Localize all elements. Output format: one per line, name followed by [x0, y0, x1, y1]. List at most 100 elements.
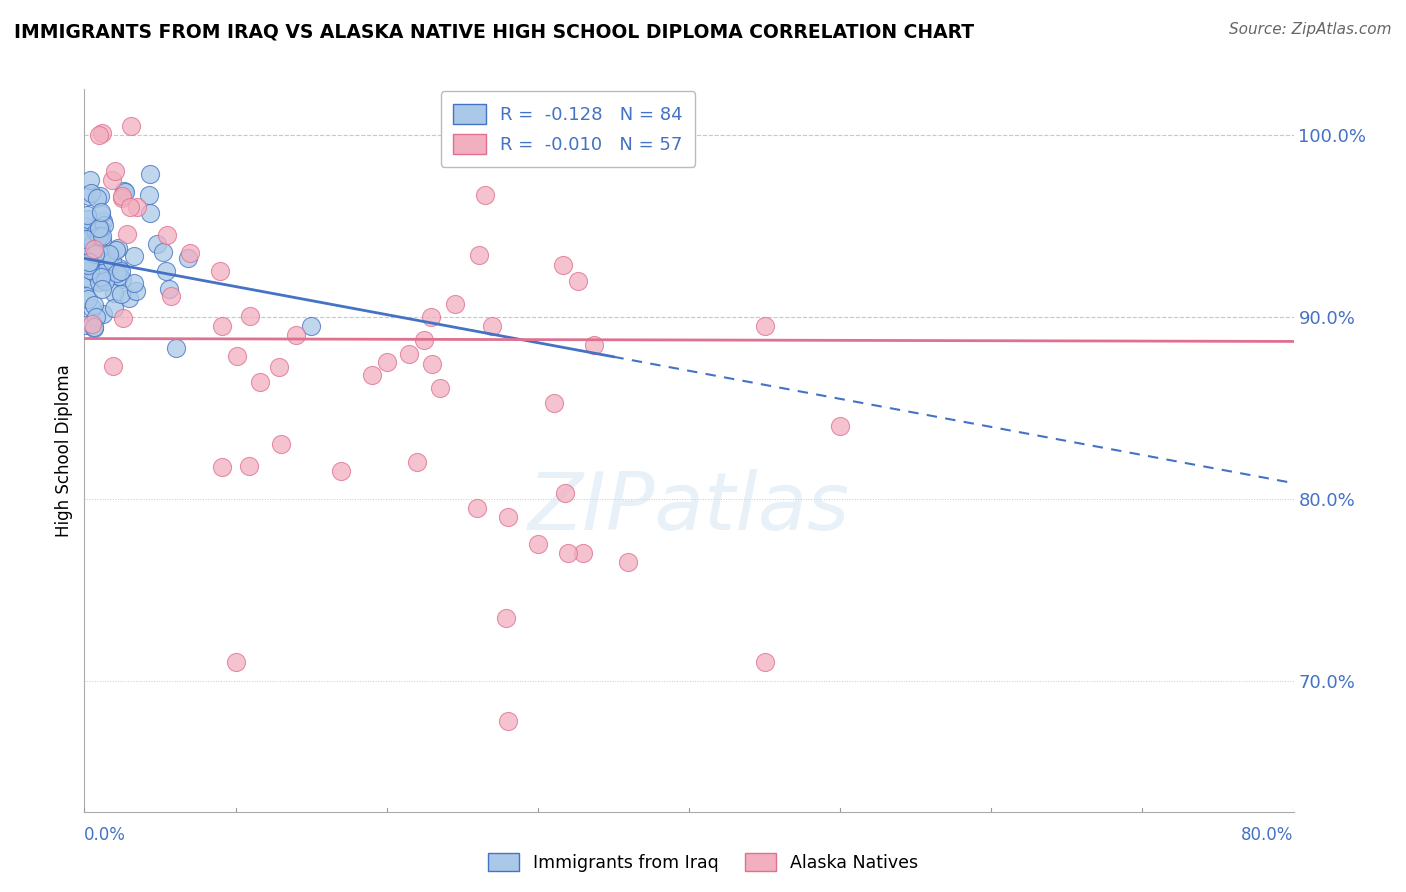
Point: [79, 173, 101, 187]
Point: [117, 227, 139, 241]
Point: [330, 464, 353, 478]
Point: [112, 185, 135, 199]
Text: Source: ZipAtlas.com: Source: ZipAtlas.com: [1229, 22, 1392, 37]
Point: [269, 359, 291, 374]
Point: [103, 301, 125, 315]
Point: [617, 555, 640, 569]
Point: [155, 264, 177, 278]
Point: [474, 188, 496, 202]
Point: [86, 191, 108, 205]
Point: [93, 274, 115, 288]
Point: [90, 248, 112, 262]
Point: [77, 189, 100, 203]
Legend: Immigrants from Iraq, Alaska Natives: Immigrants from Iraq, Alaska Natives: [481, 847, 925, 879]
Point: [91, 126, 114, 140]
Point: [75, 318, 97, 332]
Point: [79, 231, 101, 245]
Point: [110, 263, 132, 277]
Point: [118, 201, 141, 215]
Point: [80, 317, 103, 331]
Point: [90, 205, 112, 219]
Text: 0.0%: 0.0%: [84, 826, 127, 845]
Point: [100, 254, 122, 268]
Point: [91, 257, 114, 271]
Point: [249, 375, 271, 389]
Point: [211, 318, 233, 333]
Point: [138, 167, 160, 181]
Point: [104, 164, 127, 178]
Point: [90, 222, 112, 236]
Point: [83, 266, 105, 280]
Point: [100, 173, 122, 187]
Point: [398, 347, 420, 361]
Point: [90, 269, 112, 284]
Point: [111, 188, 134, 202]
Point: [495, 611, 517, 625]
Point: [156, 227, 179, 242]
Point: [114, 185, 136, 199]
Point: [90, 229, 112, 244]
Point: [97, 247, 120, 261]
Point: [139, 206, 162, 220]
Point: [77, 292, 100, 306]
Point: [90, 234, 112, 248]
Point: [82, 235, 104, 250]
Point: [91, 272, 114, 286]
Point: [79, 254, 101, 268]
Point: [79, 262, 101, 277]
Point: [543, 396, 565, 410]
Point: [89, 244, 111, 258]
Point: [468, 248, 491, 262]
Point: [112, 310, 135, 325]
Point: [179, 246, 201, 260]
Point: [94, 252, 117, 267]
Point: [209, 264, 232, 278]
Point: [86, 241, 108, 255]
Point: [152, 245, 174, 260]
Point: [93, 263, 115, 277]
Point: [80, 274, 103, 288]
Point: [86, 228, 108, 243]
Point: [111, 271, 134, 285]
Point: [496, 509, 519, 524]
Point: [118, 291, 141, 305]
Point: [77, 211, 100, 226]
Y-axis label: High School Diploma: High School Diploma: [55, 364, 73, 537]
Point: [84, 226, 107, 240]
Point: [86, 256, 108, 270]
Point: [375, 355, 398, 369]
Point: [75, 219, 97, 234]
Point: [80, 243, 103, 257]
Point: [84, 310, 107, 324]
Point: [412, 334, 434, 348]
Point: [146, 237, 169, 252]
Point: [89, 188, 111, 202]
Point: [285, 327, 308, 342]
Point: [443, 297, 465, 311]
Point: [567, 274, 589, 288]
Point: [91, 282, 114, 296]
Point: [422, 357, 444, 371]
Point: [361, 368, 384, 382]
Point: [754, 318, 776, 333]
Point: [830, 418, 852, 433]
Point: [496, 714, 519, 728]
Point: [157, 282, 180, 296]
Point: [122, 249, 145, 263]
Point: [239, 309, 262, 323]
Point: [82, 221, 104, 235]
Point: [159, 289, 181, 303]
Point: [87, 275, 110, 289]
Point: [83, 242, 105, 256]
Text: IMMIGRANTS FROM IRAQ VS ALASKA NATIVE HIGH SCHOOL DIPLOMA CORRELATION CHART: IMMIGRANTS FROM IRAQ VS ALASKA NATIVE HI…: [14, 22, 974, 41]
Point: [551, 258, 574, 272]
Text: ZIPatlas: ZIPatlas: [527, 469, 851, 548]
Point: [527, 537, 550, 551]
Point: [83, 260, 105, 274]
Legend: R =  -0.128   N = 84, R =  -0.010   N = 57: R = -0.128 N = 84, R = -0.010 N = 57: [440, 91, 696, 167]
Point: [467, 500, 489, 515]
Point: [572, 546, 595, 560]
Point: [211, 460, 233, 475]
Point: [96, 261, 118, 276]
Point: [91, 213, 114, 227]
